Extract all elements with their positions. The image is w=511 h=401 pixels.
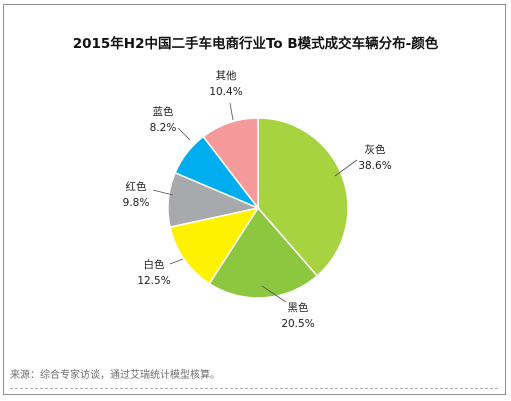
footer-divider [10, 388, 498, 389]
slice-value-label-5: 8.2% [150, 122, 177, 134]
leader-line-2 [261, 285, 287, 303]
pie-slice-3 [169, 206, 260, 285]
pie-slice-2 [208, 206, 319, 299]
slice-category-label-4: 红色 [126, 180, 147, 193]
leader-line-5 [177, 127, 191, 141]
slice-category-label-5: 蓝色 [153, 105, 174, 118]
slice-value-label-3: 12.5% [137, 275, 170, 287]
slice-value-label-4: 9.8% [123, 197, 150, 209]
leader-line-3 [169, 258, 184, 265]
slice-category-label-6: 其他 [216, 69, 237, 82]
slice-value-label-6: 10.4% [209, 86, 242, 98]
pie-slice-1 [257, 117, 349, 277]
leader-line-6 [229, 102, 234, 121]
pie-slice-6 [202, 117, 259, 211]
leader-line-4 [152, 189, 174, 196]
slice-category-label-2: 黑色 [288, 301, 309, 314]
leader-line-1 [334, 159, 358, 177]
slice-value-label-1: 38.6% [358, 160, 391, 172]
source-note: 来源：综合专家访谈，通过艾瑞统计模型核算。 [10, 370, 220, 381]
slice-value-label-2: 20.5% [281, 318, 314, 330]
chart-title: 2015年H2中国二手车电商行业To B模式成交车辆分布-颜色 [72, 36, 439, 52]
slice-category-label-1: 灰色 [365, 143, 386, 156]
slice-category-label-3: 白色 [144, 258, 165, 271]
